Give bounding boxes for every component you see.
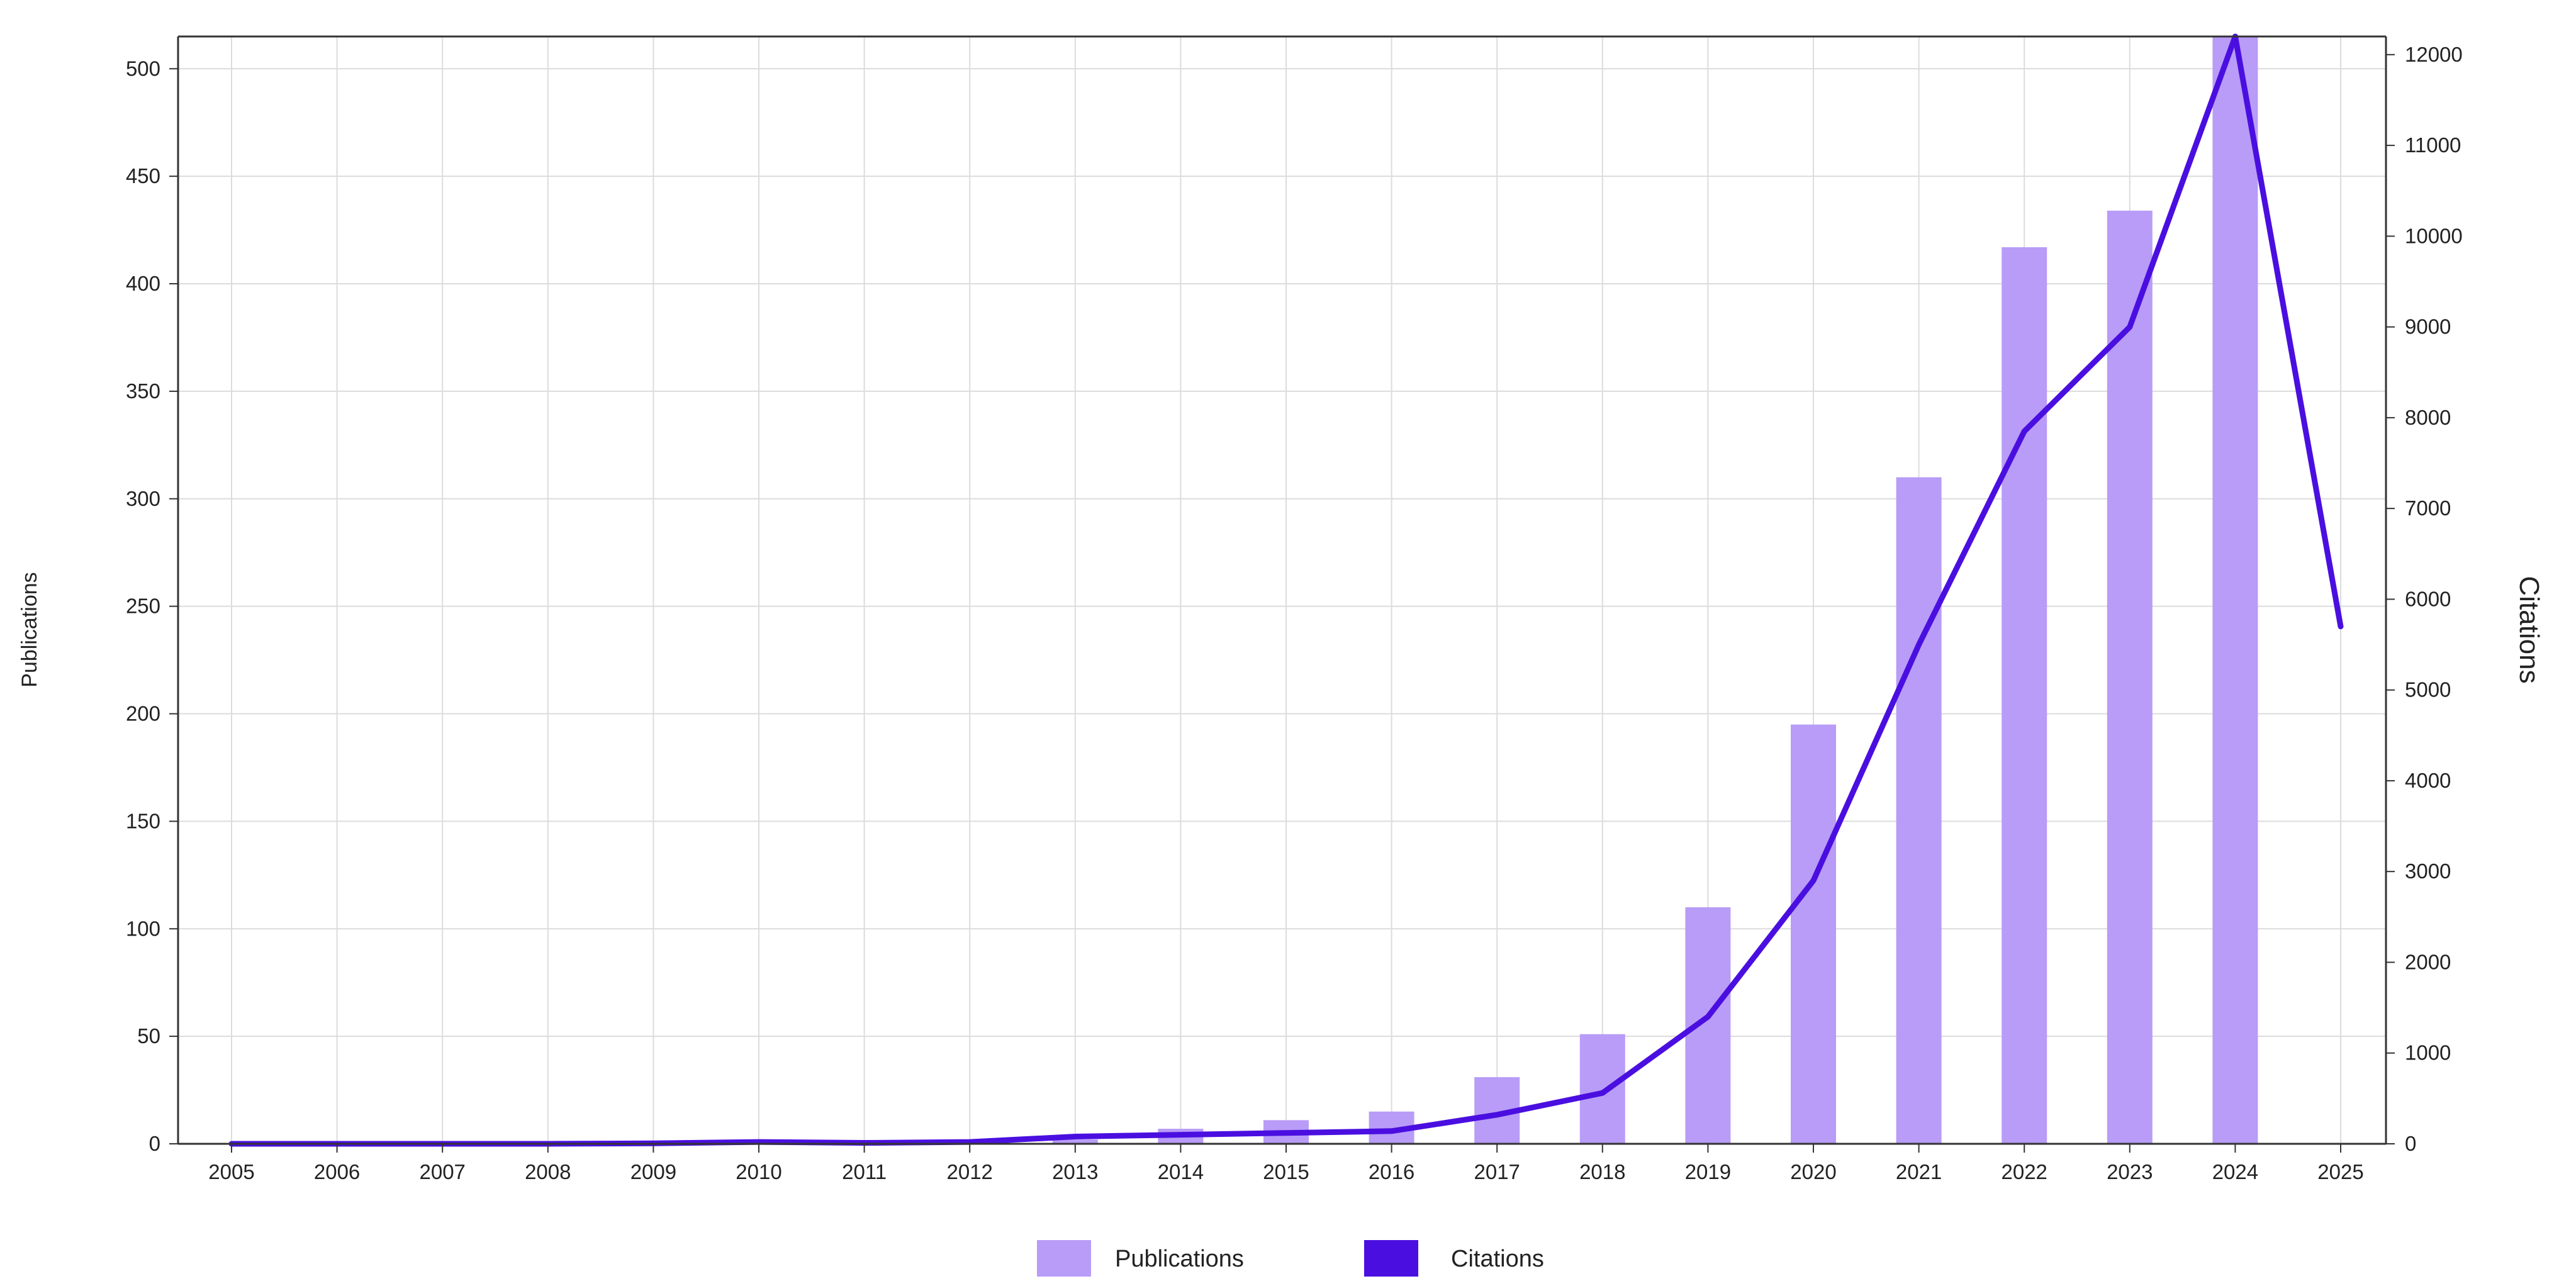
left-tick-label: 350 <box>126 379 160 403</box>
right-tick-label: 12000 <box>2405 43 2463 66</box>
legend-label-publications: Publications <box>1115 1246 1244 1272</box>
right-axis-title: Citations <box>2514 576 2545 683</box>
x-tick-label: 2010 <box>736 1160 781 1183</box>
x-tick-label: 2016 <box>1369 1160 1414 1183</box>
left-axis-title: Publications <box>18 572 42 687</box>
right-tick-label: 10000 <box>2405 224 2463 247</box>
x-tick-label: 2006 <box>314 1160 360 1183</box>
right-tick-label: 7000 <box>2405 496 2451 520</box>
x-tick-label: 2015 <box>1263 1160 1309 1183</box>
x-tick-label: 2008 <box>525 1160 571 1183</box>
x-tick-label: 2020 <box>1790 1160 1836 1183</box>
left-tick-label: 200 <box>126 702 160 725</box>
gridlines <box>178 36 2386 1144</box>
right-tick-label: 2000 <box>2405 950 2451 973</box>
right-tick-label: 11000 <box>2405 133 2461 157</box>
bar-publications-2018 <box>1579 1034 1625 1144</box>
legend-label-citations: Citations <box>1451 1246 1544 1272</box>
x-tick-label: 2017 <box>1474 1160 1520 1183</box>
legend: Publications Citations <box>1037 1240 1544 1277</box>
left-tick-label: 300 <box>126 487 160 510</box>
right-tick-label: 4000 <box>2405 769 2451 792</box>
left-tick-label: 150 <box>126 809 160 832</box>
left-tick-label: 500 <box>126 57 160 80</box>
x-axis-ticks: 2005 2006 2007 2008 2009 2010 2011 2012 2013 2014… <box>208 1144 2364 1183</box>
left-tick-label: 450 <box>126 164 160 187</box>
x-tick-label: 2014 <box>1158 1160 1204 1183</box>
left-tick-label: 100 <box>126 917 160 940</box>
bar-publications-2024 <box>2212 36 2258 1144</box>
x-tick-label: 2021 <box>1896 1160 1942 1183</box>
right-tick-label: 0 <box>2405 1132 2416 1155</box>
bar-publications-2021 <box>1896 477 1942 1144</box>
right-tick-label: 6000 <box>2405 587 2451 610</box>
x-tick-label: 2012 <box>946 1160 992 1183</box>
left-tick-label: 0 <box>149 1132 160 1155</box>
bar-publications-2023 <box>2107 210 2153 1144</box>
right-tick-label: 3000 <box>2405 859 2451 883</box>
left-tick-label: 50 <box>137 1024 160 1048</box>
right-tick-label: 5000 <box>2405 678 2451 702</box>
x-tick-label: 2011 <box>842 1160 887 1183</box>
x-tick-label: 2025 <box>2317 1160 2363 1183</box>
x-tick-label: 2013 <box>1052 1160 1098 1183</box>
bar-publications-2022 <box>2002 247 2047 1144</box>
x-tick-label: 2022 <box>2001 1160 2047 1183</box>
left-axis-ticks: 0 50 100 150 200 250 300 350 400 450 500 <box>126 57 178 1155</box>
legend-swatch-publications <box>1037 1240 1091 1277</box>
right-axis-ticks: 0 1000 2000 3000 4000 5000 6000 7000 8000 9000 100… <box>2386 43 2463 1155</box>
left-tick-label: 250 <box>126 595 160 618</box>
x-tick-label: 2007 <box>419 1160 465 1183</box>
axes <box>177 35 2387 1145</box>
x-tick-label: 2019 <box>1685 1160 1731 1183</box>
left-tick-label: 400 <box>126 272 160 295</box>
bar-publications-2013 <box>1052 1139 1098 1144</box>
right-tick-label: 1000 <box>2405 1041 2451 1065</box>
x-tick-label: 2023 <box>2107 1160 2153 1183</box>
x-tick-label: 2018 <box>1579 1160 1625 1183</box>
legend-swatch-citations <box>1364 1240 1418 1277</box>
right-tick-label: 8000 <box>2405 406 2451 429</box>
x-tick-label: 2024 <box>2212 1160 2258 1183</box>
bar-publications-2020 <box>1791 724 1836 1144</box>
x-tick-label: 2005 <box>208 1160 254 1183</box>
x-tick-label: 2009 <box>630 1160 676 1183</box>
right-tick-label: 9000 <box>2405 315 2451 338</box>
